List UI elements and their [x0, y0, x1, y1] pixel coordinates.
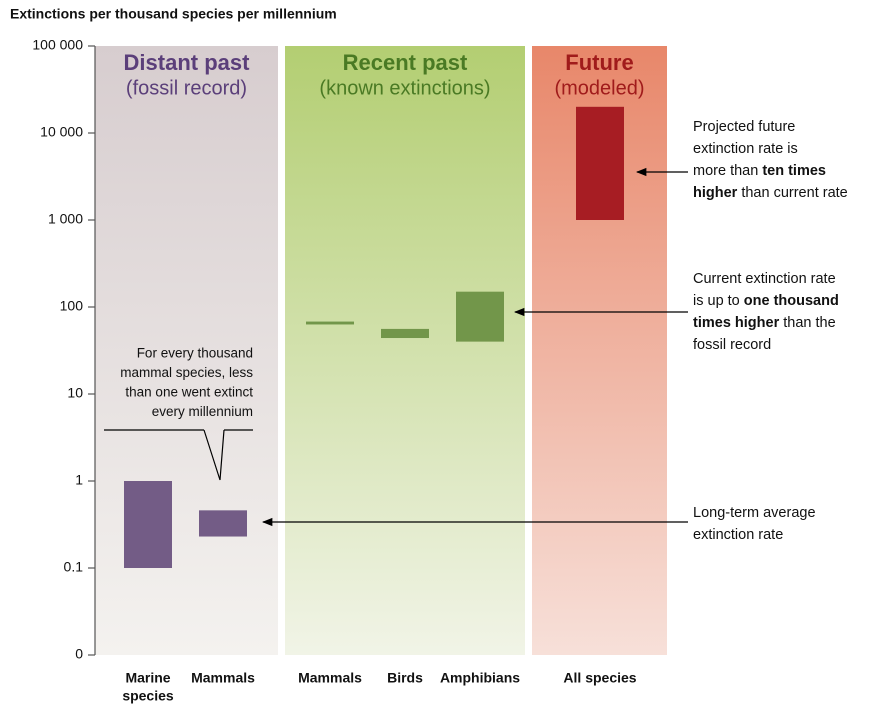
callout-text: mammal species, less: [120, 365, 253, 380]
x-tick-label: Birds: [387, 670, 423, 686]
annotation: fossil record: [693, 337, 771, 353]
y-tick-label: 0.1: [64, 559, 84, 575]
annotation-run: Current extinction rate: [693, 271, 836, 287]
y-tick-label: 100: [60, 298, 84, 314]
annotation-run: extinction rate is: [693, 141, 798, 157]
annotation: Projected future: [693, 119, 795, 135]
annotation: Long-term average: [693, 505, 816, 521]
x-tick-label: Mammals: [298, 670, 362, 686]
callout-text: For every thousand: [137, 346, 253, 361]
bar: [306, 321, 354, 325]
bar: [456, 291, 504, 342]
annotation-run: than current rate: [737, 185, 847, 201]
annotation: is up to one thousand: [693, 293, 839, 309]
panel-title: Distant past: [124, 50, 251, 75]
chart-title: Extinctions per thousand species per mil…: [10, 6, 337, 22]
annotation-run: times higher: [693, 315, 780, 331]
x-tick-label: species: [122, 688, 174, 704]
y-tick-label: 1: [75, 472, 83, 488]
callout-text: than one went extinct: [125, 385, 253, 400]
panel-subtitle: (modeled): [554, 77, 644, 99]
annotation-run: than the: [779, 315, 835, 331]
panel-title: Recent past: [343, 50, 468, 75]
y-tick-label: 10: [67, 385, 83, 401]
annotation: Current extinction rate: [693, 271, 836, 287]
annotation-run: more than: [693, 163, 762, 179]
callout-text: every millennium: [152, 404, 253, 419]
y-tick-label: 10 000: [40, 124, 83, 140]
panel-subtitle: (known extinctions): [319, 77, 490, 99]
annotation-run: Long-term average: [693, 505, 816, 521]
bar: [381, 328, 429, 339]
callout-pointer: [203, 429, 225, 481]
annotation: higher than current rate: [693, 185, 848, 201]
annotation-run: fossil record: [693, 337, 771, 353]
annotation: extinction rate is: [693, 141, 798, 157]
annotation-run: Projected future: [693, 119, 795, 135]
y-tick-label: 0: [75, 646, 83, 662]
annotation-run: ten times: [762, 163, 826, 179]
annotation: extinction rate: [693, 527, 783, 543]
x-tick-label: Marine: [125, 670, 170, 686]
annotation: times higher than the: [693, 315, 836, 331]
panel-background: [285, 46, 525, 655]
bar: [576, 106, 624, 220]
x-tick-label: Amphibians: [440, 670, 520, 686]
annotation: more than ten times: [693, 163, 826, 179]
x-tick-label: Mammals: [191, 670, 255, 686]
y-tick-label: 1 000: [48, 211, 83, 227]
annotation-run: higher: [693, 185, 738, 201]
y-tick-label: 100 000: [32, 37, 83, 53]
annotation-run: is up to: [693, 293, 744, 309]
panel-subtitle: (fossil record): [126, 77, 247, 99]
x-tick-label: All species: [563, 670, 636, 686]
panel-title: Future: [565, 50, 633, 75]
annotation-run: one thousand: [744, 293, 839, 309]
bar: [199, 510, 247, 537]
annotation-run: extinction rate: [693, 527, 783, 543]
bar: [124, 481, 172, 568]
